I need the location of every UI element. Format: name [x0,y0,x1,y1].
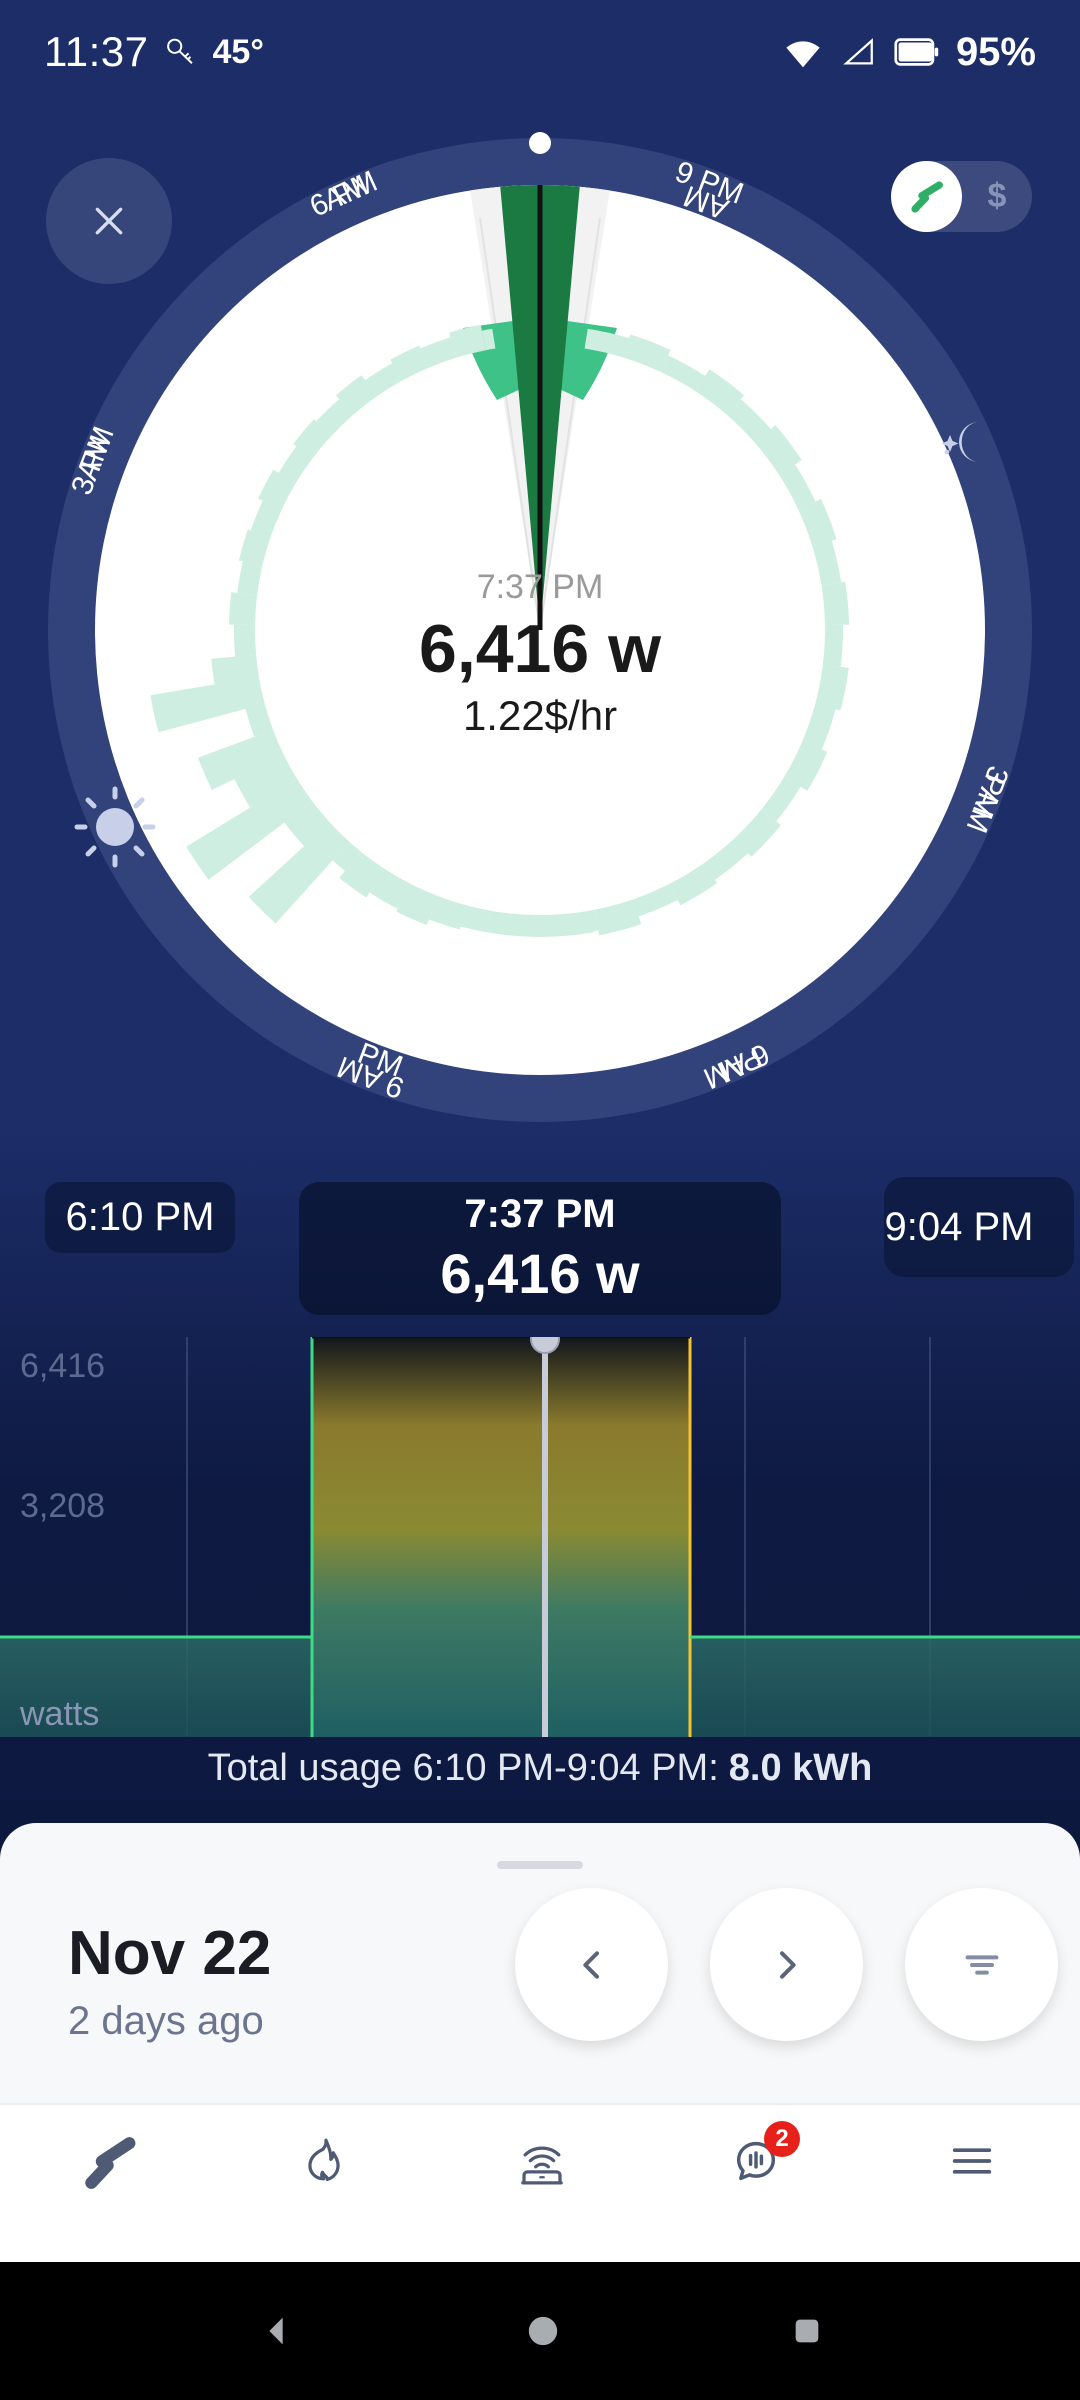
svg-text:7:37 PM: 7:37 PM [477,568,604,606]
svg-text:6,416 w: 6,416 w [419,611,662,687]
svg-text:1.22$/hr: 1.22$/hr [463,692,617,739]
svg-text:watts: watts [19,1695,99,1733]
